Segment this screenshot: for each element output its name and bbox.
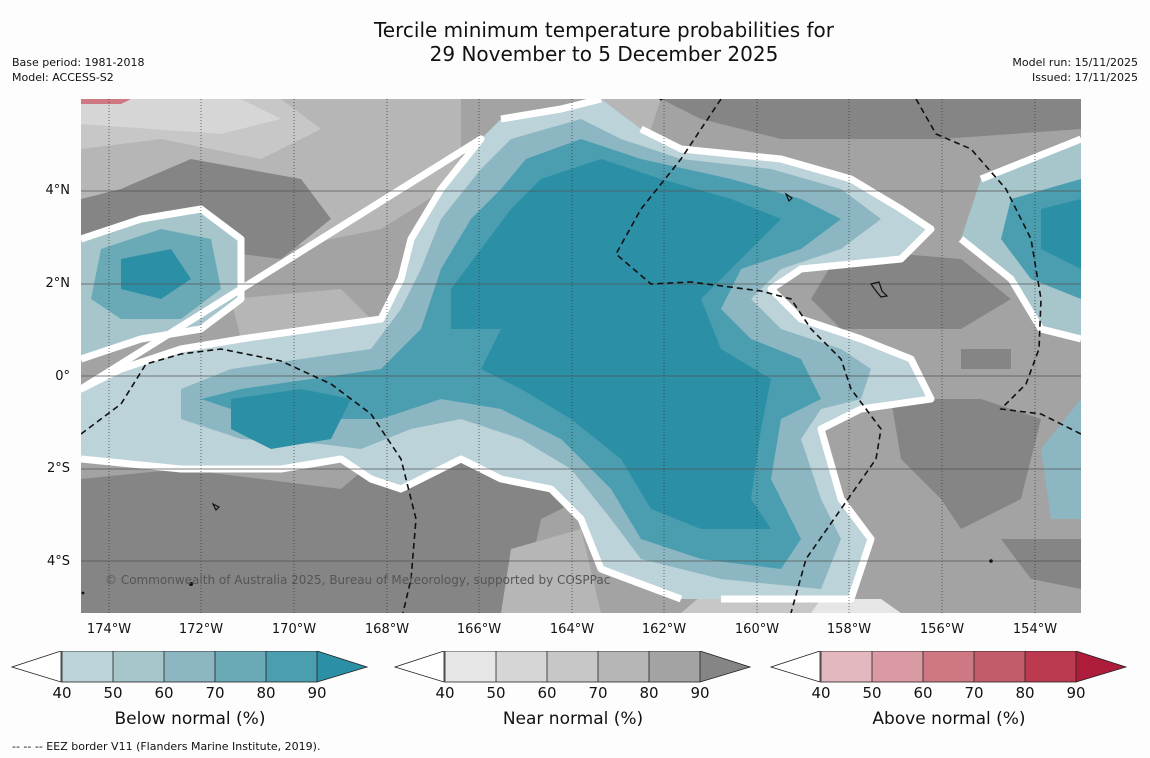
run-info: Model run: 15/11/2025 Issued: 17/11/2025 xyxy=(1012,55,1138,85)
below-normal-90-northeast xyxy=(1041,199,1081,269)
islands xyxy=(211,192,889,512)
cbar-tick: 60 xyxy=(537,684,557,702)
cbar-swatch xyxy=(317,651,367,682)
cbar-swatch xyxy=(62,651,113,682)
colorbar-near-normal xyxy=(394,651,752,683)
lon-label: 166°W xyxy=(456,622,502,637)
map-area xyxy=(81,99,1081,613)
cbar-tick: 80 xyxy=(1015,684,1035,702)
cbar-tick: 70 xyxy=(964,684,984,702)
lon-label: 154°W xyxy=(1012,622,1058,637)
lat-label: 0° xyxy=(55,369,70,384)
model-info: Base period: 1981-2018 Model: ACCESS-S2 xyxy=(12,55,144,85)
probability-map xyxy=(81,99,1081,613)
lon-label: 160°W xyxy=(734,622,780,637)
contour-40-west xyxy=(81,205,245,363)
cbar-swatch xyxy=(923,651,974,682)
colorbar-title-below: Below normal (%) xyxy=(114,709,266,729)
lat-label: 2°S xyxy=(46,461,70,476)
lon-label: 168°W xyxy=(364,622,410,637)
cbar-swatch xyxy=(496,651,547,682)
cbar-tick: 40 xyxy=(52,684,72,702)
model-name: Model: ACCESS-S2 xyxy=(12,71,114,84)
cbar-swatch xyxy=(113,651,164,682)
cbar-swatch xyxy=(266,651,317,682)
lon-label: 164°W xyxy=(549,622,595,637)
map-title: Tercile minimum temperature probabilitie… xyxy=(0,18,1150,66)
colorbar-below-normal xyxy=(11,651,369,683)
cbar-tick: 50 xyxy=(103,684,123,702)
cbar-tick: 90 xyxy=(1066,684,1086,702)
title-line-2: 29 November to 5 December 2025 xyxy=(429,42,779,66)
cbar-tick: 80 xyxy=(639,684,659,702)
lat-label: 2°N xyxy=(45,276,71,291)
lon-label: 174°W xyxy=(86,622,132,637)
cbar-tick: 70 xyxy=(588,684,608,702)
lat-label: 4°S xyxy=(46,554,70,569)
cbar-tick: 50 xyxy=(862,684,882,702)
cbar-swatch xyxy=(649,651,700,682)
lat-label: 4°N xyxy=(45,183,71,198)
cbar-swatch xyxy=(445,651,496,682)
below-normal-90-west xyxy=(121,249,191,299)
lon-label: 170°W xyxy=(271,622,317,637)
lon-label: 156°W xyxy=(919,622,965,637)
near-normal-90-northeast xyxy=(661,99,1081,139)
cbar-swatch xyxy=(1025,651,1076,682)
cbar-tick: 70 xyxy=(205,684,225,702)
cbar-swatch xyxy=(821,651,872,682)
cbar-swatch xyxy=(700,651,750,682)
cbar-tick: 50 xyxy=(486,684,506,702)
cbar-swatch xyxy=(872,651,923,682)
title-line-1: Tercile minimum temperature probabilitie… xyxy=(373,18,835,42)
colorbar-title-above: Above normal (%) xyxy=(872,709,1026,729)
cbar-swatch xyxy=(547,651,598,682)
cbar-tick: 90 xyxy=(307,684,327,702)
copyright-notice: © Commonwealth of Australia 2025, Bureau… xyxy=(105,573,611,587)
cbar-swatch xyxy=(1076,651,1126,682)
near-normal-90-east xyxy=(811,249,1011,329)
cbar-swatch xyxy=(974,651,1025,682)
below-normal-90-core xyxy=(451,159,781,529)
cbar-tick: 80 xyxy=(256,684,276,702)
near-normal-90-southwest xyxy=(81,429,581,613)
cbar-tick: 40 xyxy=(435,684,455,702)
colorbar-above-normal xyxy=(770,651,1128,683)
cbar-tick: 60 xyxy=(154,684,174,702)
colorbar-title-near: Near normal (%) xyxy=(502,709,644,729)
above-normal-patch xyxy=(81,99,131,104)
eez-borders xyxy=(81,99,1081,613)
issued-date: Issued: 17/11/2025 xyxy=(1031,71,1138,84)
lon-label: 158°W xyxy=(826,622,872,637)
cbar-swatch xyxy=(164,651,215,682)
contour-40-central xyxy=(81,99,935,603)
eez-footnote: -- -- -- EEZ border V11 (Flanders Marine… xyxy=(12,740,321,753)
cbar-swatch xyxy=(598,651,649,682)
cbar-tick: 90 xyxy=(690,684,710,702)
model-run: Model run: 15/11/2025 xyxy=(1012,56,1138,69)
cbar-tick: 40 xyxy=(811,684,831,702)
lon-label: 172°W xyxy=(178,622,224,637)
cbar-tick: 60 xyxy=(913,684,933,702)
lon-label: 162°W xyxy=(641,622,687,637)
cbar-swatch xyxy=(215,651,266,682)
base-period: Base period: 1981-2018 xyxy=(12,56,145,69)
contour-40-northeast xyxy=(958,135,1081,343)
